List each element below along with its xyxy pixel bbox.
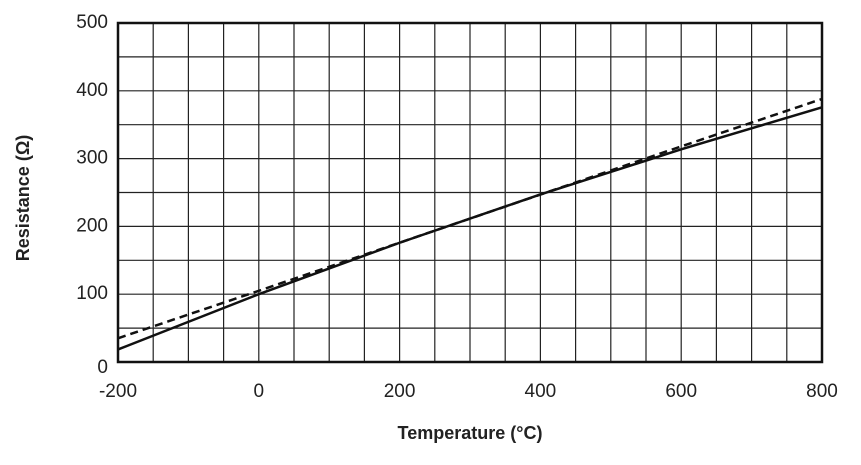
x-tick-label: 600	[665, 381, 697, 402]
y-tick-label: 0	[97, 357, 108, 378]
y-tick-label: 300	[76, 148, 108, 169]
x-axis-label: Temperature (°C)	[398, 423, 543, 443]
y-tick-label: 500	[76, 12, 108, 33]
plot-frame	[116, 21, 824, 364]
series-line	[117, 97, 823, 340]
x-tick-label: 400	[525, 381, 557, 402]
y-tick-label: 100	[76, 283, 108, 304]
y-axis-label: Resistance (Ω)	[13, 135, 33, 261]
y-tick-label: 400	[76, 80, 108, 101]
y-tick-label: 200	[76, 215, 108, 236]
x-tick-label: -200	[99, 381, 137, 402]
x-tick-label: 200	[384, 381, 416, 402]
x-tick-label: 800	[806, 381, 838, 402]
x-tick-label: 0	[254, 381, 265, 402]
